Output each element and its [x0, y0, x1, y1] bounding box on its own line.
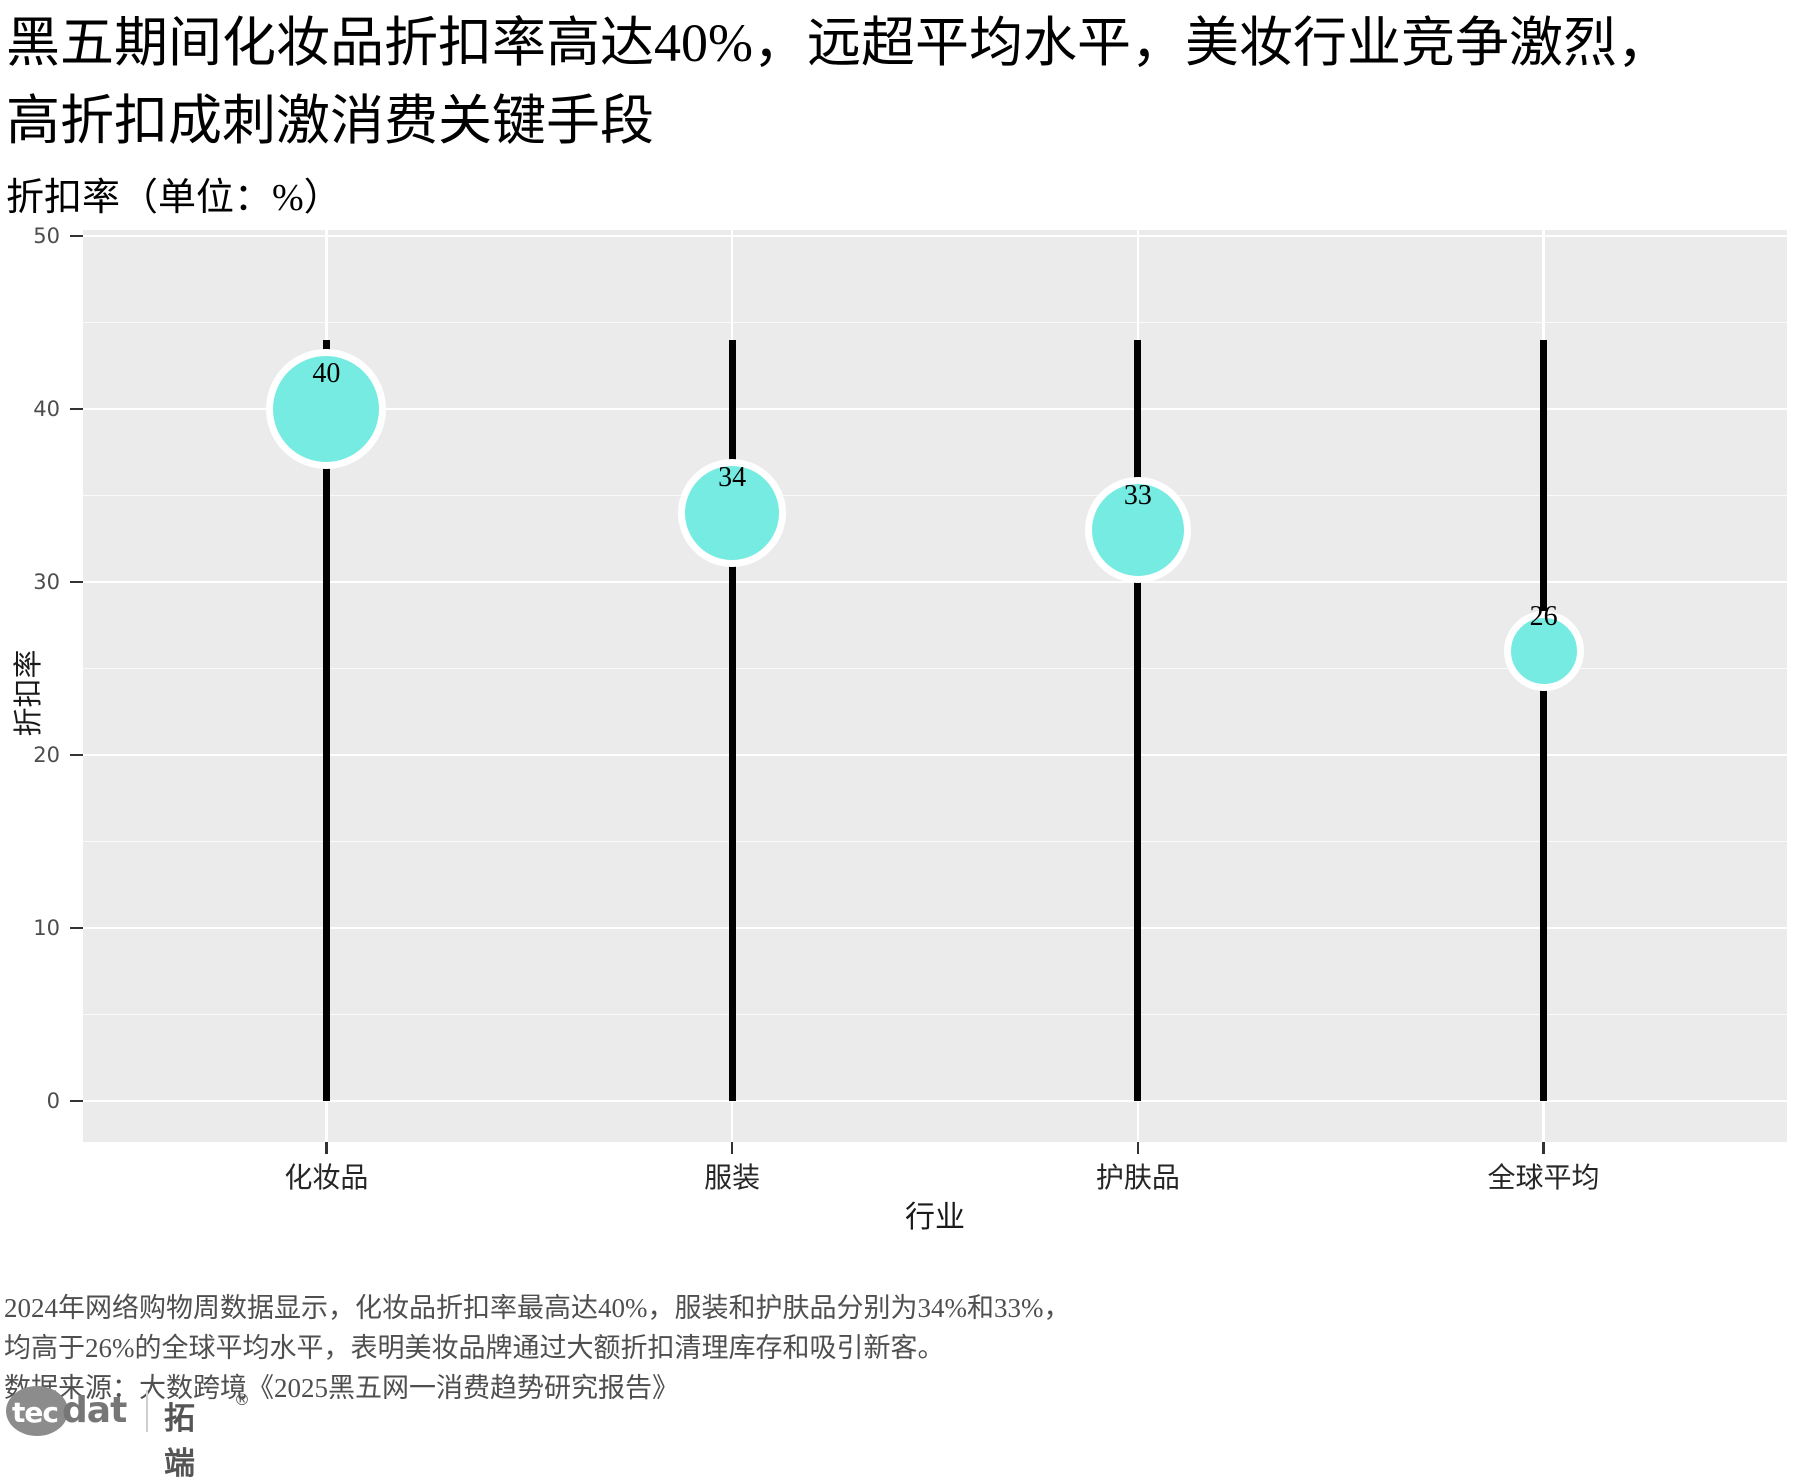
chart-title-line-2: 高折扣成刺激消费关键手段: [6, 91, 654, 151]
y-tick-mark: [70, 1099, 83, 1103]
logo-divider: [146, 1390, 148, 1432]
data-bubble: [1503, 611, 1584, 692]
logo-text-tec: tec: [12, 1396, 59, 1429]
y-tick-label: 30: [33, 570, 60, 594]
x-tick-mark: [1542, 1142, 1545, 1154]
y-tick-mark: [70, 753, 83, 757]
grid-minor-line: [83, 840, 1787, 843]
y-tick-label: 50: [33, 224, 60, 248]
data-bubble: [1084, 477, 1191, 584]
bubble-value-label: 26: [1529, 600, 1558, 632]
x-tick-mark: [730, 1142, 734, 1154]
y-tick-label: 20: [33, 743, 60, 767]
grid-minor-line: [83, 494, 1787, 497]
footer-notes: 2024年网络购物周数据显示，化妆品折扣率最高达40%，服装和护肤品分别为34%…: [4, 1288, 1504, 1408]
category-label: 全球平均: [1487, 1163, 1600, 1194]
bubble-value-label: 33: [1123, 479, 1152, 511]
grid-major-line: [83, 580, 1787, 584]
y-tick-label: 40: [33, 397, 60, 421]
footer-line-3: 数据来源：大数跨境《2025黑五网一消费趋势研究报告》: [4, 1373, 679, 1403]
lollipop-stem: [1134, 339, 1142, 1101]
x-axis-title: 行业: [905, 1201, 965, 1234]
chart-layer: 0 10 20 30 40 50 40 34 33 26 化妆品 服装 护肤品 全球平均: [33, 224, 1787, 1194]
lollipop-stem: [1540, 339, 1548, 1101]
y-tick-mark: [70, 234, 83, 238]
grid-major-line: [83, 926, 1787, 930]
y-tick-label: 10: [33, 916, 60, 940]
bubble-value-label: 34: [718, 462, 747, 494]
category-label: 化妆品: [284, 1163, 369, 1194]
category-label: 服装: [704, 1163, 761, 1194]
x-tick-mark: [325, 1142, 328, 1154]
x-tick-mark: [1136, 1142, 1140, 1154]
grid-major-line: [83, 1099, 1787, 1103]
category-label: 护肤品: [1095, 1163, 1180, 1194]
y-axis-title: 折扣率: [13, 649, 45, 737]
bubble-value-label: 40: [312, 358, 341, 390]
logo-text-dat: dat: [62, 1390, 127, 1431]
grid-major-line: [83, 234, 1787, 238]
grid-minor-line: [83, 1013, 1787, 1016]
y-tick-mark: [70, 407, 83, 411]
grid-minor-line: [83, 321, 1787, 324]
grid-major-line: [83, 753, 1787, 757]
grid-major-line: [83, 407, 1787, 411]
lollipop-stem: [322, 339, 330, 1101]
footer-line-2: 均高于26%的全球平均水平，表明美妆品牌通过大额折扣清理库存和吸引新客。: [4, 1333, 945, 1363]
y-tick-label: 0: [46, 1089, 60, 1113]
logo-ellipse-icon: [6, 1386, 68, 1436]
chart-subtitle: 折扣率（单位：%）: [6, 177, 342, 219]
y-tick-mark: [70, 926, 83, 930]
lollipop-stem: [728, 339, 736, 1101]
data-bubble: [266, 349, 387, 469]
registered-mark-icon: ®: [234, 1390, 250, 1409]
data-bubble: [678, 458, 787, 567]
y-tick-mark: [70, 580, 83, 584]
grid-minor-line: [83, 667, 1787, 670]
footer-line-1: 2024年网络购物周数据显示，化妆品折扣率最高达40%，服装和护肤品分别为34%…: [4, 1293, 1071, 1323]
logo-brand-name: 拓端: [164, 1401, 195, 1482]
chart-title-line-1: 黑五期间化妆品折扣率高达40%，远超平均水平，美妆行业竞争激烈，: [6, 13, 1671, 73]
chart-title: 黑五期间化妆品折扣率高达40%，远超平均水平，美妆行业竞争激烈， 高折扣成刺激消…: [6, 4, 1766, 160]
